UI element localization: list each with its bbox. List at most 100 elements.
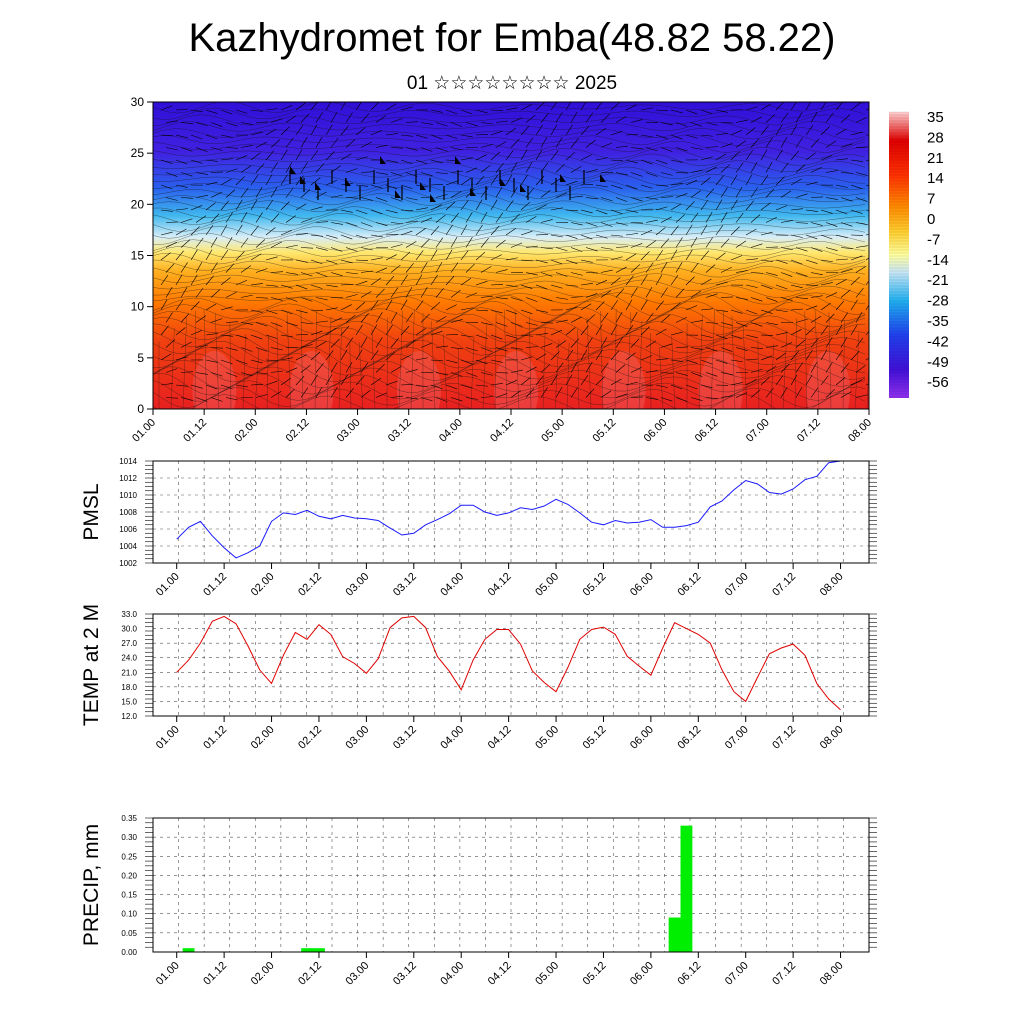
x-tick-label: 03.12 xyxy=(386,417,414,445)
wind-barb xyxy=(390,264,401,273)
wind-barb xyxy=(405,286,413,298)
wind-barb xyxy=(805,305,818,311)
wind-barb xyxy=(720,266,732,273)
wind-barb xyxy=(345,197,358,199)
x-tick-label: 05.00 xyxy=(533,960,561,988)
wind-barb xyxy=(685,384,698,390)
wind-flag xyxy=(520,184,526,192)
wind-barb xyxy=(705,212,713,223)
wind-barb xyxy=(850,255,863,261)
wind-barb xyxy=(255,187,263,198)
wind-barb xyxy=(175,250,184,261)
wind-barb xyxy=(580,259,593,263)
wind-barb xyxy=(555,137,563,148)
wind-barb xyxy=(810,222,823,226)
wind-barb xyxy=(450,372,463,377)
wind-barb xyxy=(340,153,352,161)
wind-barb xyxy=(750,116,762,123)
wind-barb xyxy=(180,371,193,373)
wind-barb xyxy=(295,125,304,136)
wind-barb xyxy=(610,234,623,237)
wind-barb xyxy=(840,289,851,298)
wind-barb xyxy=(490,174,498,186)
colorbar-label: -7 xyxy=(927,231,940,248)
contour-line xyxy=(504,309,508,409)
wind-barb xyxy=(495,212,504,223)
wind-barb xyxy=(360,313,369,323)
wind-barb xyxy=(675,316,687,323)
wind-barb xyxy=(345,337,354,348)
wind-barb xyxy=(340,102,348,111)
x-tick-label: 06.00 xyxy=(628,571,656,599)
wind-barb xyxy=(570,316,582,323)
wind-barb xyxy=(535,124,543,136)
wind-barb xyxy=(570,195,583,198)
wind-barb xyxy=(450,191,462,198)
wind-flag xyxy=(500,178,506,186)
wind-barb xyxy=(820,349,828,361)
wind-barb xyxy=(835,324,843,336)
wind-barb xyxy=(520,334,533,337)
wind-barb xyxy=(385,380,398,386)
wind-barb xyxy=(760,259,773,262)
wind-barb xyxy=(405,220,418,223)
wind-barb xyxy=(360,247,373,251)
wind-barb xyxy=(480,347,493,352)
wind-barb xyxy=(450,236,458,248)
wind-barb xyxy=(820,155,833,161)
wind-barb xyxy=(240,322,253,325)
wind-barb xyxy=(460,200,469,211)
wind-barb xyxy=(720,322,733,326)
wind-barb xyxy=(871,120,883,122)
contour-line xyxy=(470,335,475,409)
wind-barb xyxy=(225,212,233,223)
precip-bar xyxy=(313,948,325,952)
wind-barb xyxy=(580,154,592,161)
wind-barb xyxy=(825,292,838,298)
wind-barb xyxy=(750,389,761,398)
wind-barb xyxy=(505,257,518,261)
x-tick-label: 04.00 xyxy=(438,571,466,599)
wind-barb xyxy=(565,151,576,161)
wind-barb xyxy=(205,202,216,211)
wind-barb xyxy=(645,197,658,200)
wind-barb xyxy=(690,397,703,401)
wind-barb xyxy=(615,288,625,298)
wind-barb xyxy=(745,228,757,236)
wind-barb xyxy=(390,366,402,373)
x-tick-label: 03.00 xyxy=(344,960,372,988)
wind-barb xyxy=(555,163,565,173)
wind-barb xyxy=(160,252,171,261)
wind-barb xyxy=(180,197,193,199)
wind-barb xyxy=(820,234,833,240)
wind-barb xyxy=(540,272,553,277)
wind-barb xyxy=(850,351,860,361)
wind-barb xyxy=(720,238,730,248)
wind-barb xyxy=(235,224,243,236)
colorbar-label: 14 xyxy=(927,170,944,187)
wind-barb xyxy=(790,259,803,265)
wind-barb xyxy=(871,173,882,177)
wind-barb xyxy=(735,392,748,398)
wind-barb xyxy=(435,122,448,127)
wind-barb xyxy=(375,363,385,373)
wind-barb xyxy=(475,280,488,286)
wind-barb xyxy=(450,262,459,273)
wind-barb xyxy=(205,225,214,236)
wind-barb xyxy=(180,239,191,248)
wind-barb xyxy=(180,287,188,298)
wind-barb xyxy=(780,297,793,301)
x-tick-label: 02.12 xyxy=(296,960,324,988)
wind-barb xyxy=(285,297,298,302)
contour-line xyxy=(153,327,866,350)
wind-barb xyxy=(840,312,848,323)
wind-barb xyxy=(580,234,593,240)
wind-barb xyxy=(855,311,863,323)
wind-barb xyxy=(370,129,383,136)
wind-barb xyxy=(730,199,738,211)
colorbar-label: 35 xyxy=(927,109,944,126)
contour-line xyxy=(214,313,220,409)
surface-heat-cell xyxy=(601,351,646,409)
wind-barb xyxy=(225,291,237,298)
